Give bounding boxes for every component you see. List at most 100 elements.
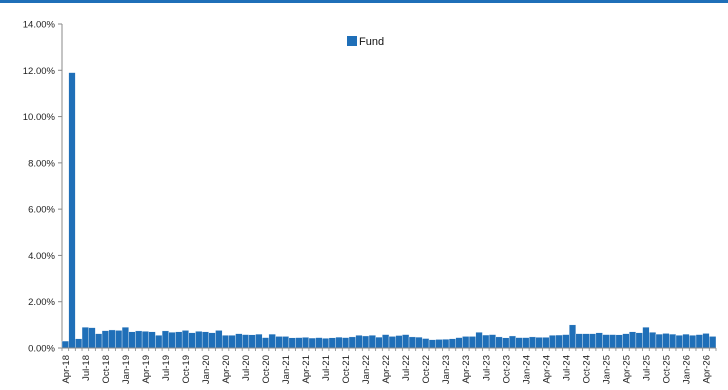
bar-fund xyxy=(75,338,83,349)
x-tick-label: Jul-21 xyxy=(321,355,332,381)
bar-fund xyxy=(382,334,390,349)
bar-fund xyxy=(215,330,223,349)
bar-fund xyxy=(595,332,603,349)
x-tick-label: Apr-22 xyxy=(381,355,392,384)
bar-fund xyxy=(702,333,710,349)
bar-fund xyxy=(675,335,683,349)
bar-fund xyxy=(175,331,183,349)
x-tick-label: Jan-26 xyxy=(681,355,692,384)
bar-fund xyxy=(262,337,270,349)
bar-fund xyxy=(435,339,443,349)
bar-fund xyxy=(95,333,103,349)
bar-fund xyxy=(375,336,383,349)
x-tick-label: Apr-18 xyxy=(61,355,72,384)
bar-fund xyxy=(662,333,670,349)
x-tick-label: Oct-24 xyxy=(581,355,592,384)
bar-fund xyxy=(148,331,156,349)
bar-fund xyxy=(328,337,336,349)
y-tick-label: 4.00% xyxy=(28,251,55,262)
bar-fund xyxy=(288,337,296,349)
bar-fund xyxy=(488,334,496,349)
x-tick-label: Jan-20 xyxy=(201,355,212,384)
x-tick-label: Jan-25 xyxy=(601,355,612,384)
bar-fund xyxy=(255,333,263,349)
x-tick-label: Apr-25 xyxy=(621,355,632,384)
bar-fund xyxy=(682,333,690,349)
bar-fund xyxy=(622,333,630,349)
bar-fund xyxy=(615,334,623,349)
x-tick-label: Jul-22 xyxy=(401,355,412,381)
bar-fund xyxy=(629,331,637,349)
bar-fund xyxy=(348,336,356,349)
bar-fund xyxy=(575,333,583,349)
bar-fund xyxy=(115,330,123,349)
bar-fund xyxy=(362,335,370,349)
bar-fund xyxy=(135,330,143,349)
bar-fund xyxy=(108,329,116,349)
bar-fund xyxy=(475,332,483,349)
bar-fund xyxy=(528,336,536,349)
bar-fund xyxy=(709,336,717,349)
bar-fund xyxy=(81,326,89,349)
bar-fund xyxy=(502,337,510,349)
bar-fund xyxy=(388,336,396,349)
x-tick-label: Jan-23 xyxy=(441,355,452,384)
x-tick-label: Apr-21 xyxy=(301,355,312,384)
legend-label-fund: Fund xyxy=(359,36,384,48)
bar-fund xyxy=(295,337,303,349)
bar-fund xyxy=(302,337,310,349)
legend-swatch-fund xyxy=(347,36,357,46)
bar-fund xyxy=(535,337,543,349)
bar-fund xyxy=(515,337,523,349)
x-tick-label: Jul-25 xyxy=(641,355,652,381)
bar-fund xyxy=(408,336,416,349)
bar-fund xyxy=(235,333,243,349)
bar-fund xyxy=(181,330,189,349)
bar-fund xyxy=(322,338,330,349)
bar-fund xyxy=(121,326,129,349)
x-tick-label: Oct-23 xyxy=(501,355,512,384)
bar-fund xyxy=(168,332,176,349)
fund-bars xyxy=(61,72,717,349)
bar-fund xyxy=(228,335,236,349)
x-tick-label: Jan-24 xyxy=(521,355,532,384)
bar-fund xyxy=(635,332,643,349)
y-tick-label: 6.00% xyxy=(28,205,55,216)
bar-fund xyxy=(395,335,403,349)
bar-fund xyxy=(242,334,250,349)
bar-fund xyxy=(655,333,663,349)
x-tick-label: Oct-19 xyxy=(181,355,192,384)
bar-fund xyxy=(248,334,256,349)
x-tick-label: Oct-25 xyxy=(661,355,672,384)
bar-fund xyxy=(208,332,216,349)
bar-fund xyxy=(462,336,470,349)
bar-fund xyxy=(275,336,283,349)
top-rule xyxy=(0,0,728,3)
bar-fund xyxy=(268,333,276,349)
bar-fund xyxy=(282,336,290,349)
x-tick-label: Jul-24 xyxy=(561,355,572,381)
x-tick-label: Jul-20 xyxy=(241,355,252,381)
bar-fund xyxy=(448,338,456,349)
x-tick-label: Oct-20 xyxy=(261,355,272,384)
bar-fund xyxy=(428,339,436,349)
y-tick-label: 14.00% xyxy=(23,20,56,31)
bar-fund xyxy=(468,336,476,349)
x-tick-label: Apr-20 xyxy=(221,355,232,384)
x-tick-label: Jul-19 xyxy=(161,355,172,381)
y-axis: 0.00% 2.00% 4.00% 6.00% 8.00% 10.00% 12.00% 14.… xyxy=(23,20,63,355)
bar-fund xyxy=(609,334,617,349)
bar-fund xyxy=(555,334,563,349)
bar-fund xyxy=(589,333,597,349)
x-tick-label: Jan-22 xyxy=(361,355,372,384)
bar-fund xyxy=(342,337,350,349)
bar-fund xyxy=(548,335,557,349)
x-tick-label: Apr-19 xyxy=(141,355,152,384)
bar-fund xyxy=(542,337,550,349)
x-tick-label: Apr-24 xyxy=(541,355,552,384)
bar-fund xyxy=(188,332,196,349)
x-tick-label: Jul-23 xyxy=(481,355,492,381)
bar-fund xyxy=(195,331,203,349)
bar-fund xyxy=(422,338,430,349)
